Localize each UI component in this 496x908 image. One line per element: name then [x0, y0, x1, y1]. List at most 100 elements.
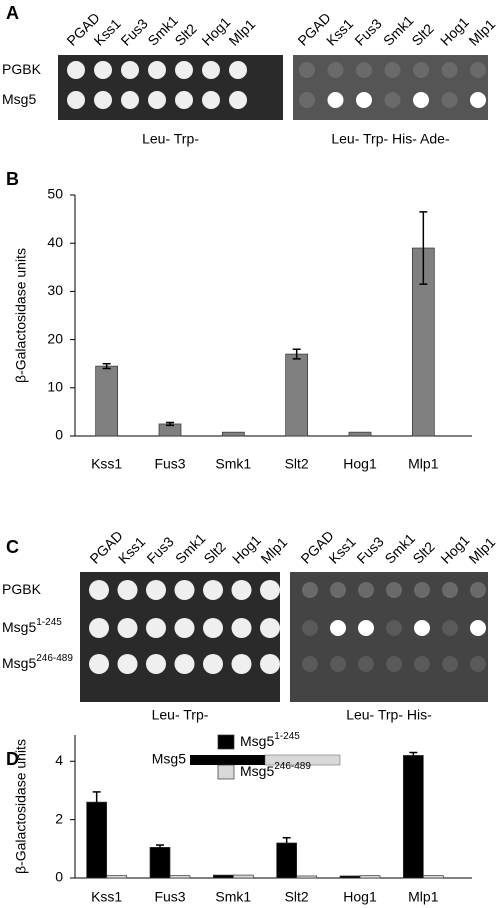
colony-spot	[202, 61, 220, 79]
colony-spot	[442, 620, 458, 636]
colony-spot	[231, 654, 252, 674]
colony-spot	[358, 620, 374, 636]
legend-label: Msg5246-489	[240, 761, 311, 779]
y-axis-label: β-Galactosidase units	[13, 248, 29, 383]
bar	[149, 847, 171, 879]
colony-spot	[89, 580, 109, 600]
bar	[86, 801, 108, 879]
colony-spot	[117, 618, 138, 638]
colony-spot	[302, 656, 318, 672]
label-sup: 1-245	[274, 731, 300, 742]
x-tick-label: Mlp1	[408, 889, 439, 905]
bar	[106, 875, 128, 879]
colony-spot	[384, 62, 401, 78]
label-base: Msg5	[2, 91, 36, 107]
colony-spot	[174, 654, 195, 674]
legend-swatch	[217, 764, 235, 780]
colony-spot	[330, 656, 346, 672]
colony-spot	[327, 92, 344, 108]
error-bar	[282, 836, 291, 843]
bar	[359, 875, 381, 879]
row-label: PGBK	[2, 581, 42, 597]
condition-label: Leu- Trp- His- Ade-	[331, 131, 450, 147]
colony-spot	[202, 91, 220, 109]
error-bar	[92, 791, 101, 803]
y-tick-label: 4	[55, 752, 63, 768]
x-tick-label: Hog1	[343, 456, 377, 472]
colony-spot	[89, 618, 109, 638]
colony-spot	[299, 62, 315, 78]
label-base: Msg5	[240, 733, 274, 749]
colony-spot	[327, 62, 344, 78]
colony-spot	[67, 91, 85, 109]
y-tick-label: 0	[55, 869, 63, 885]
label-sup: 246-489	[36, 653, 73, 664]
row-label: PGBK	[2, 61, 42, 77]
label-base: PGBK	[2, 61, 42, 77]
y-tick-label: 2	[55, 810, 63, 826]
colony-spot	[148, 61, 166, 79]
column-label: Fus3	[351, 15, 384, 48]
label-sup: 1-245	[36, 617, 62, 628]
column-label: Smk1	[381, 530, 418, 567]
error-bar	[419, 211, 428, 285]
row-label: Msg51-245	[2, 617, 62, 635]
colony-spot	[229, 91, 247, 109]
colony-spot	[413, 62, 429, 78]
colony-spot	[414, 656, 430, 672]
colony-spot	[414, 620, 430, 636]
error-bar	[156, 844, 164, 848]
row-label: Msg5246-489	[2, 653, 73, 671]
colony-spot	[470, 582, 486, 598]
colony-spot	[260, 654, 280, 674]
colony-spot	[413, 92, 429, 108]
colony-spot	[386, 582, 402, 598]
column-label: Mlp1	[465, 534, 496, 567]
colony-spot	[175, 91, 193, 109]
panel-label: D	[6, 749, 19, 769]
y-tick-label: 20	[47, 330, 63, 346]
colony-spot	[330, 582, 346, 598]
colony-spot	[302, 582, 318, 598]
colony-spot	[442, 582, 458, 598]
bar	[422, 875, 444, 879]
colony-spot	[203, 618, 223, 638]
column-label: Fus3	[143, 533, 176, 566]
colony-spot	[89, 654, 109, 674]
error-bar	[102, 362, 111, 370]
column-label: Smk1	[172, 530, 209, 567]
column-label: Hog1	[198, 14, 233, 49]
colony-spot	[356, 92, 372, 108]
legend-label: Msg51-245	[240, 731, 300, 749]
x-tick-label: Kss1	[91, 456, 122, 472]
label-sup: 246-489	[274, 761, 311, 772]
column-label: Mlp1	[257, 534, 290, 567]
colony-spot	[175, 61, 193, 79]
colony-spot	[148, 91, 166, 109]
y-axis-label: β-Galactosidase units	[13, 739, 29, 874]
colony-spot	[94, 61, 112, 79]
colony-spot	[146, 654, 166, 674]
label-base: Msg5	[2, 619, 36, 635]
column-label: Fus3	[353, 533, 386, 566]
label-base: Msg5	[240, 763, 274, 779]
colony-spot	[442, 656, 458, 672]
colony-spot	[386, 620, 402, 636]
error-bar	[409, 751, 418, 756]
x-tick-label: Fus3	[154, 456, 185, 472]
bar	[169, 875, 191, 879]
y-tick-label: 40	[47, 234, 63, 250]
colony-spot	[146, 580, 166, 600]
colony-spot	[330, 620, 346, 636]
colony-spot	[470, 620, 486, 636]
colony-spot	[174, 618, 195, 638]
panel-label: C	[6, 537, 19, 557]
bar	[232, 874, 254, 879]
bar	[285, 353, 309, 437]
bar	[296, 875, 318, 879]
colony-spot	[174, 580, 195, 600]
colony-spot	[441, 92, 458, 108]
domain-bar	[190, 755, 265, 765]
bar	[212, 874, 234, 879]
